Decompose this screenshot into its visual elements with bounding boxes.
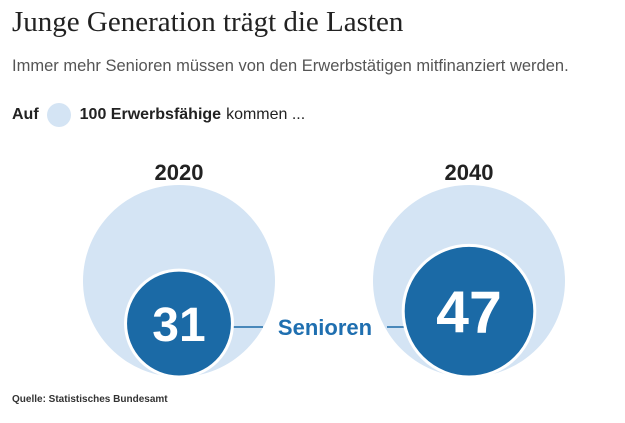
senior-value-2040: 47: [436, 279, 502, 345]
legend-suffix: kommen ...: [226, 106, 306, 123]
chart-title: Junge Generation trägt die Lasten: [12, 6, 404, 38]
chart-subtitle: Immer mehr Senioren müssen von den Erwer…: [12, 57, 569, 75]
source-note: Quelle: Statistisches Bundesamt: [12, 394, 168, 405]
legend-prefix: Auf: [12, 106, 39, 123]
legend-base-circle-swatch: [46, 103, 71, 127]
senior-circle-2040: [401, 243, 537, 379]
series-label-senioren: Senioren: [278, 315, 372, 340]
legend: Auf 100 Erwerbsfähige kommen ...: [12, 103, 305, 127]
year-label-2020: 2020: [155, 160, 204, 185]
senior-circle-2020: [124, 268, 234, 379]
senior-value-2020: 31: [152, 299, 205, 352]
legend-label: 100 Erwerbsfähige: [79, 106, 222, 123]
year-label-2040: 2040: [445, 160, 494, 185]
